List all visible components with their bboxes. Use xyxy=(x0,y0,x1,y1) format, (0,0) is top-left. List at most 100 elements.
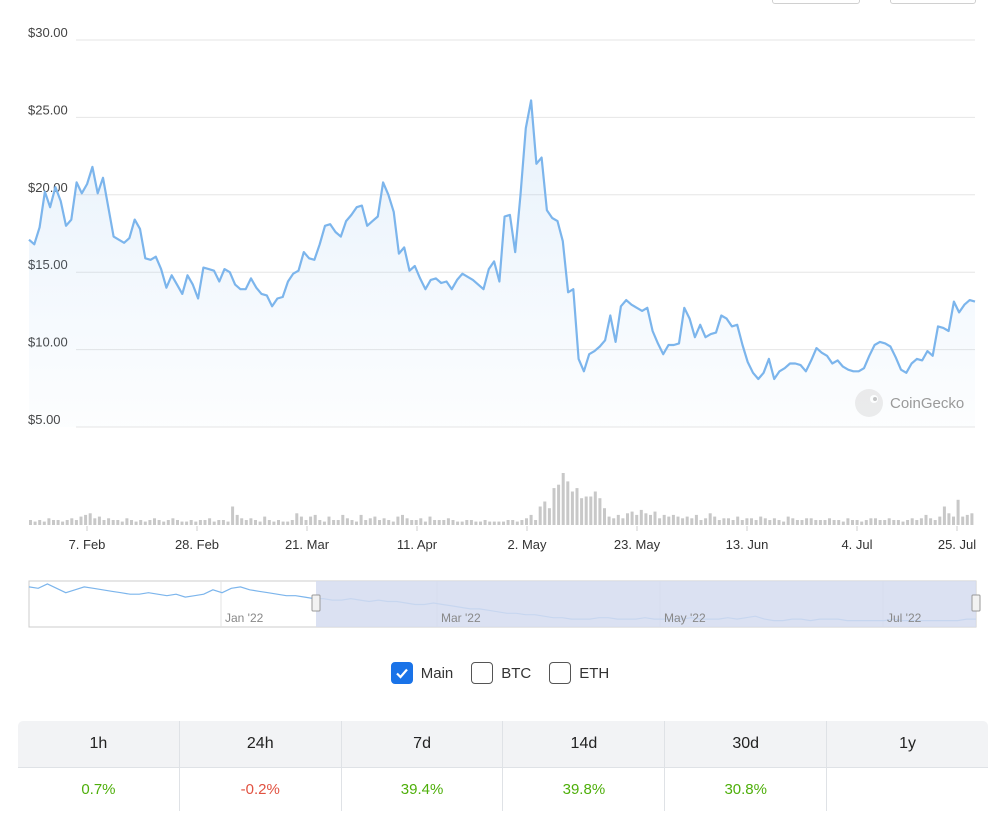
navigator-left-handle[interactable] xyxy=(311,594,321,612)
x-tick-label: 23. May xyxy=(614,537,661,552)
volume-bar xyxy=(309,516,313,525)
volume-bar xyxy=(658,518,662,525)
volume-bar xyxy=(460,521,464,525)
volume-bar xyxy=(208,518,212,525)
checkbox-eth[interactable] xyxy=(549,662,572,684)
volume-bar xyxy=(65,520,69,525)
volume-bar xyxy=(621,518,625,525)
volume-bar xyxy=(740,520,744,525)
volume-bar xyxy=(924,514,928,525)
volume-bar xyxy=(786,516,790,525)
volume-bar xyxy=(130,520,133,525)
volume-bar xyxy=(479,521,482,525)
volume-bar xyxy=(107,518,111,525)
volume-bar xyxy=(942,506,946,525)
volume-bar xyxy=(671,514,675,525)
volume-bar xyxy=(437,520,441,525)
volume-bar xyxy=(74,520,78,525)
volume-bar xyxy=(754,520,758,525)
volume-bar xyxy=(217,520,221,525)
x-tick-label: 21. Mar xyxy=(285,537,330,552)
checkbox-main[interactable] xyxy=(390,662,413,684)
volume-bar xyxy=(933,520,937,525)
series-legend: Main BTC ETH xyxy=(0,662,1000,684)
volume-bar xyxy=(538,506,542,525)
volume-bar xyxy=(630,511,634,525)
volume-bar xyxy=(570,491,574,525)
value-1h: 0.7% xyxy=(18,767,180,811)
volume-bar xyxy=(947,513,951,525)
export-button[interactable] xyxy=(890,0,976,4)
volume-bar xyxy=(846,518,850,525)
checkbox-btc[interactable] xyxy=(471,662,494,684)
volume-bar xyxy=(42,521,46,525)
volume-bar xyxy=(823,520,827,525)
volume-bar xyxy=(419,518,423,525)
navigator-right-handle[interactable] xyxy=(971,594,981,612)
volume-bar xyxy=(690,518,694,525)
volume-bar xyxy=(387,520,391,525)
volume-bar xyxy=(731,520,735,525)
volume-bar xyxy=(414,520,418,525)
volume-bar xyxy=(906,520,910,525)
volume-bar xyxy=(304,520,308,525)
volume-bar xyxy=(919,518,923,525)
volume-bar xyxy=(469,520,473,525)
volume-bar xyxy=(433,520,437,525)
header-1h: 1h xyxy=(18,721,180,768)
volume-bar xyxy=(189,520,193,525)
volume-bar xyxy=(396,516,400,525)
volume-bar xyxy=(162,521,166,525)
volume-bar xyxy=(345,518,349,525)
volume-bar xyxy=(529,514,533,525)
volume-bar xyxy=(497,521,501,525)
coingecko-logo-icon xyxy=(855,389,883,417)
legend-main[interactable]: Main xyxy=(390,662,453,684)
legend-label-btc: BTC xyxy=(501,664,532,682)
volume-bar xyxy=(667,516,671,525)
price-line xyxy=(28,99,976,381)
volume-bar xyxy=(736,516,740,525)
legend-eth[interactable]: ETH xyxy=(549,662,609,684)
volume-bar xyxy=(722,518,726,525)
volume-bar xyxy=(543,501,547,525)
volume-bar xyxy=(795,520,799,525)
volume-bar xyxy=(818,520,822,525)
volume-bar xyxy=(263,516,267,525)
volume-bar xyxy=(598,498,602,525)
volume-bar xyxy=(267,520,271,525)
volume-bar xyxy=(322,521,326,525)
x-tick-label: 2. May xyxy=(507,537,547,552)
navigator-selection[interactable] xyxy=(316,581,976,627)
volume-bar xyxy=(125,518,129,525)
volume-bar xyxy=(465,520,469,525)
volume-bar xyxy=(681,518,685,525)
volume-bar xyxy=(488,521,492,525)
volume-bar xyxy=(874,518,877,525)
volume-bar xyxy=(148,520,152,525)
volume-bar xyxy=(56,520,60,525)
header-30d: 30d xyxy=(664,721,828,768)
volume-bar xyxy=(851,520,854,525)
volume-bar xyxy=(515,521,519,525)
volume-bar xyxy=(727,518,730,525)
legend-btc[interactable]: BTC xyxy=(471,662,531,684)
volume-bar xyxy=(938,516,942,525)
volume-bar xyxy=(327,516,331,525)
volume-bar xyxy=(368,518,372,525)
navigator[interactable]: Jan '22 Mar '22 May '22 Jul '22 xyxy=(28,580,981,628)
range-button[interactable] xyxy=(772,0,860,4)
volume-bar xyxy=(653,511,657,525)
header-14d: 14d xyxy=(502,721,666,768)
volume-bar xyxy=(607,516,611,525)
volume-bar xyxy=(887,518,891,525)
value-30d: 30.8% xyxy=(664,767,828,811)
volume-bar xyxy=(910,518,914,525)
volume-bar xyxy=(883,520,887,525)
volume-bar xyxy=(805,518,809,525)
navigator-tick-label: Jul '22 xyxy=(887,611,922,625)
volume-bar xyxy=(965,514,969,525)
volume-bar xyxy=(290,520,294,525)
volume-bar xyxy=(401,514,404,525)
volume-bar xyxy=(828,518,831,525)
